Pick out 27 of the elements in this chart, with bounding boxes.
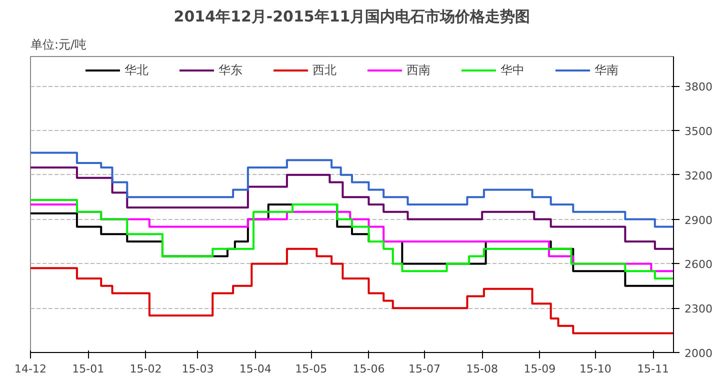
y-tick-label: 2000 xyxy=(684,347,712,360)
chart-title: 2014年12月-2015年11月国内电石市场价格走势图 xyxy=(174,8,530,26)
x-tick-label: 15-07 xyxy=(408,362,440,376)
x-tick-label: 15-11 xyxy=(637,362,670,376)
x-tick-label: 14-12 xyxy=(14,362,46,376)
x-tick-label: 15-01 xyxy=(72,362,104,376)
x-tick-label: 15-10 xyxy=(579,362,612,376)
x-tick-label: 15-04 xyxy=(239,362,272,376)
x-tick-label: 15-05 xyxy=(295,362,328,376)
legend-label: 华东 xyxy=(218,62,242,78)
x-tick-label: 15-02 xyxy=(130,362,162,376)
y-tick-label: 3800 xyxy=(684,80,712,94)
x-tick-label: 15-06 xyxy=(352,362,385,376)
legend-label: 华北 xyxy=(124,62,148,78)
y-tick-label: 2600 xyxy=(684,258,712,272)
y-tick-label: 2900 xyxy=(684,214,712,227)
x-tick-label: 15-03 xyxy=(182,362,214,376)
legend-label: 华南 xyxy=(594,62,618,78)
legend-label: 西北 xyxy=(312,62,336,78)
y-tick-label: 3200 xyxy=(684,169,712,182)
x-tick-label: 15-09 xyxy=(524,362,556,376)
y-tick-label: 2300 xyxy=(684,302,712,316)
text: 单位:元/吨 xyxy=(30,38,87,52)
y-tick-label: 3500 xyxy=(684,125,712,138)
x-tick-label: 15-08 xyxy=(466,362,498,376)
legend-label: 华中 xyxy=(500,62,524,78)
legend-label: 西南 xyxy=(406,62,430,78)
